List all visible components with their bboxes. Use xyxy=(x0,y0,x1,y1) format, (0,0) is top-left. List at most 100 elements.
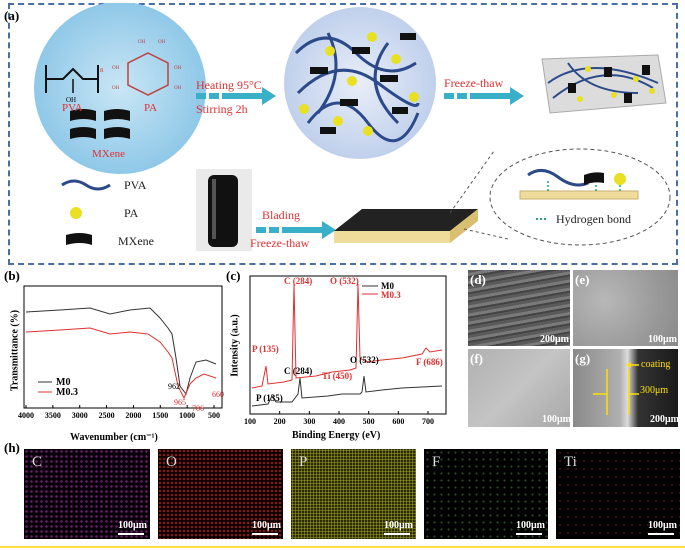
eds-scalebar-f xyxy=(516,533,542,535)
sem-g-thickness-label: 300μm xyxy=(640,385,669,396)
x-tick-label: 600 xyxy=(392,417,404,426)
oh-label: OH xyxy=(66,96,77,104)
panel-b-label: (b) xyxy=(4,268,20,283)
legend-pva-label: PVA xyxy=(124,178,147,192)
eds-label-c: C xyxy=(32,454,43,470)
svg-text:OH: OH xyxy=(112,86,120,91)
ftir-annot-962: 962 xyxy=(168,382,180,391)
x-tick-label: 100 xyxy=(244,417,256,426)
eds-scalebar-p xyxy=(384,533,410,535)
xps-axes xyxy=(249,275,447,415)
panel-a-label: (a) xyxy=(4,8,20,23)
ftir-annot-660: 660 xyxy=(212,390,224,399)
ftir-legend-m0-3: M0.3 xyxy=(56,387,78,398)
xps-peak-o-black: O (532) xyxy=(350,355,379,365)
xps-peak-p-red: P (135) xyxy=(252,344,279,354)
pva-label: PVA xyxy=(62,102,83,114)
series-m0-3-line xyxy=(25,327,217,400)
hydrogen-bond-label: Hydrogen bond xyxy=(556,212,631,226)
sem-scale-g: 200μm xyxy=(650,414,679,425)
pva-legend-icon xyxy=(61,179,111,191)
sem-scale-e: 100μm xyxy=(648,334,677,345)
series-m0-line xyxy=(251,375,443,407)
eds-label-f: F xyxy=(432,454,441,470)
coated-substrate xyxy=(334,209,478,243)
eds-scale-p: 100μm xyxy=(384,520,413,531)
x-tick-label: 700 xyxy=(422,417,434,426)
svg-text:OH: OH xyxy=(174,86,182,91)
sem-image-f xyxy=(468,349,570,427)
x-tick-label: 500 xyxy=(208,411,220,420)
eds-label-p: P xyxy=(299,454,308,470)
svg-text:OH: OH xyxy=(158,40,166,45)
eds-scale-ti: 100μm xyxy=(648,520,677,531)
xps-peak-ti-red: Ti (450) xyxy=(322,371,353,381)
xps-ylabel: Intensity (a.u.) xyxy=(229,314,241,377)
eds-map-c xyxy=(24,449,150,539)
xps-peak-p-black: P (135) xyxy=(256,393,283,403)
legend-mxene-label: MXene xyxy=(118,234,154,248)
panel-h-label: (h) xyxy=(4,440,20,455)
x-tick-label: 4000 xyxy=(18,411,34,420)
pa-label: PA xyxy=(144,102,158,114)
mxene-legend-icon xyxy=(66,233,92,245)
x-tick-label: 3000 xyxy=(72,411,88,420)
series-m0-line xyxy=(25,307,217,396)
xps-peak-c-black: C (284) xyxy=(284,366,313,376)
sem-g-annotation xyxy=(593,362,639,415)
xps-peak-f-red: F (686) xyxy=(416,357,443,367)
xps-legend-m0: M0 xyxy=(381,281,394,291)
arrow-3 xyxy=(256,221,336,239)
stirring-label: Stirring 2h xyxy=(196,102,248,116)
eds-scalebar-ti xyxy=(648,533,674,535)
x-tick-label: 3500 xyxy=(45,411,61,420)
ftir-annot-786: 786 xyxy=(192,404,204,413)
pa-legend-icon xyxy=(70,207,82,219)
svg-text:OH: OH xyxy=(174,66,182,71)
freeze-thaw-top-label: Freeze-thaw xyxy=(444,76,504,90)
sem-image-g xyxy=(573,349,678,427)
sem-label-d: (d) xyxy=(470,272,486,287)
x-tick-label: 2000 xyxy=(125,411,141,420)
panel-c-label: (c) xyxy=(226,268,241,283)
xps-xlabel: Binding Energy (eV) xyxy=(292,430,381,441)
ftir-chart: 4000 3500 3000 2500 2000 1500 1000 500 xyxy=(18,285,223,420)
heating-label: Heating 95°C xyxy=(196,78,262,92)
panel-a-schematic: OH OH OH OH OH OH xyxy=(34,3,671,251)
sem-label-g: (g) xyxy=(575,351,591,366)
x-tick-label: 200 xyxy=(274,417,286,426)
eds-map-ti xyxy=(556,449,680,539)
ftir-annot-965: 965 xyxy=(174,398,186,407)
xps-legend-m0-3: M0.3 xyxy=(381,290,401,300)
pa-ring xyxy=(127,52,169,96)
bottom-border-line xyxy=(0,546,685,548)
svg-text:OH: OH xyxy=(138,40,146,45)
eds-scale-o: 100μm xyxy=(252,520,281,531)
x-tick-label: 300 xyxy=(303,417,315,426)
eds-label-o: O xyxy=(166,454,177,470)
x-tick-label: 400 xyxy=(333,417,345,426)
ftir-axes xyxy=(23,285,223,409)
eds-map-f xyxy=(424,449,548,539)
blading-label: Blading xyxy=(262,208,300,222)
x-tick-label: 1500 xyxy=(152,411,168,420)
subscript-n: n xyxy=(100,66,104,74)
ftir-xlabel: Wavenumber (cm⁻¹) xyxy=(70,432,158,443)
arrow-2 xyxy=(444,87,524,105)
arrow-1 xyxy=(196,87,276,105)
x-tick-label: 500 xyxy=(363,417,375,426)
sem-image-e xyxy=(573,270,678,346)
sem-scale-d: 200μm xyxy=(540,334,569,345)
eds-map-o xyxy=(158,449,283,539)
sem-image-d xyxy=(468,270,570,346)
panel-a xyxy=(8,3,678,265)
ftir-legend-m0: M0 xyxy=(56,377,71,388)
sem-scale-f: 100μm xyxy=(542,414,571,425)
svg-text:OH: OH xyxy=(112,66,120,71)
vial-image xyxy=(196,169,252,251)
eds-label-ti: Ti xyxy=(564,454,577,470)
legend-pa-label: PA xyxy=(124,206,139,220)
eds-scale-f: 100μm xyxy=(516,520,545,531)
freeze-thaw-bottom-label: Freeze-thaw xyxy=(250,236,310,250)
sem-label-e: (e) xyxy=(575,272,590,287)
